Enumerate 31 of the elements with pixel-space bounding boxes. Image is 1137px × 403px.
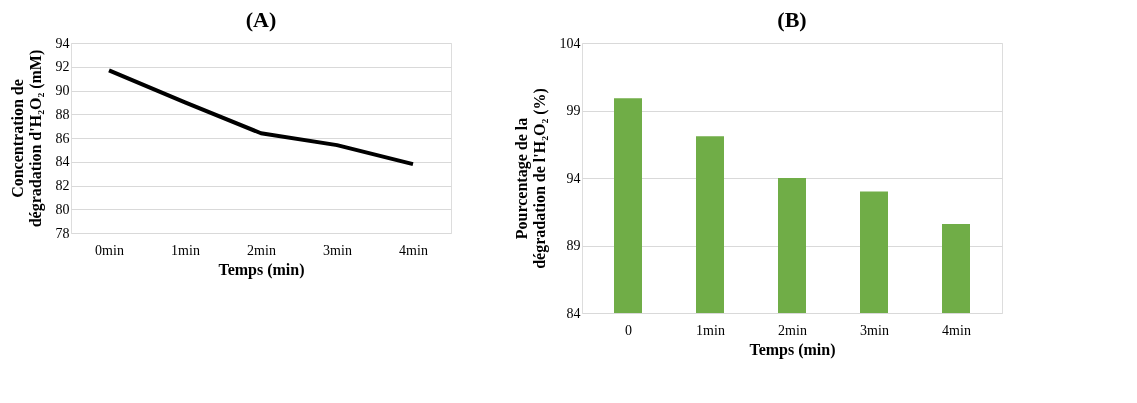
y-tick-label: 82 xyxy=(55,178,70,193)
x-tick-label: 0 xyxy=(625,322,632,338)
y-tick-label: 84 xyxy=(55,154,70,170)
x-tick-label: 2min xyxy=(778,322,807,338)
x-tick-label: 1min xyxy=(171,242,200,258)
chart-title: (B) xyxy=(777,7,807,32)
x-tick-label: 4min xyxy=(942,322,971,338)
x-axis-title: Temps (min) xyxy=(218,260,305,279)
y-tick-label: 92 xyxy=(55,59,70,75)
x-tick-label: 3min xyxy=(860,322,889,338)
y-tick-label: 90 xyxy=(55,83,70,98)
y-tick-label: 89 xyxy=(566,238,581,253)
x-tick-label: 1min xyxy=(696,322,725,338)
x-tick-label: 3min xyxy=(323,242,352,258)
chart-title: (A) xyxy=(245,7,277,32)
y-axis-title: Pourcentage de la dégradation de l'H₂O₂ (%) xyxy=(512,88,549,269)
line-series xyxy=(107,68,415,167)
x-tick-label: 0min xyxy=(95,242,124,258)
y-tick-label: 104 xyxy=(559,35,581,51)
y-tick-label: 86 xyxy=(55,130,70,146)
y-tick-label: 88 xyxy=(55,106,70,122)
x-tick-label: 4min xyxy=(399,242,428,258)
y-axis-title: Concentration de dégradation d'H₂O₂ (mM) xyxy=(8,49,45,228)
y-tick-label: 94 xyxy=(55,35,70,51)
y-tick-label: 99 xyxy=(566,103,581,118)
y-tick-label: 80 xyxy=(55,201,70,217)
y-tick-label: 94 xyxy=(566,170,581,186)
y-tick-label: 84 xyxy=(566,305,581,321)
x-axis-title: Temps (min) xyxy=(749,340,836,359)
x-tick-label: 2min xyxy=(247,242,276,258)
y-tick-label: 78 xyxy=(55,225,70,241)
